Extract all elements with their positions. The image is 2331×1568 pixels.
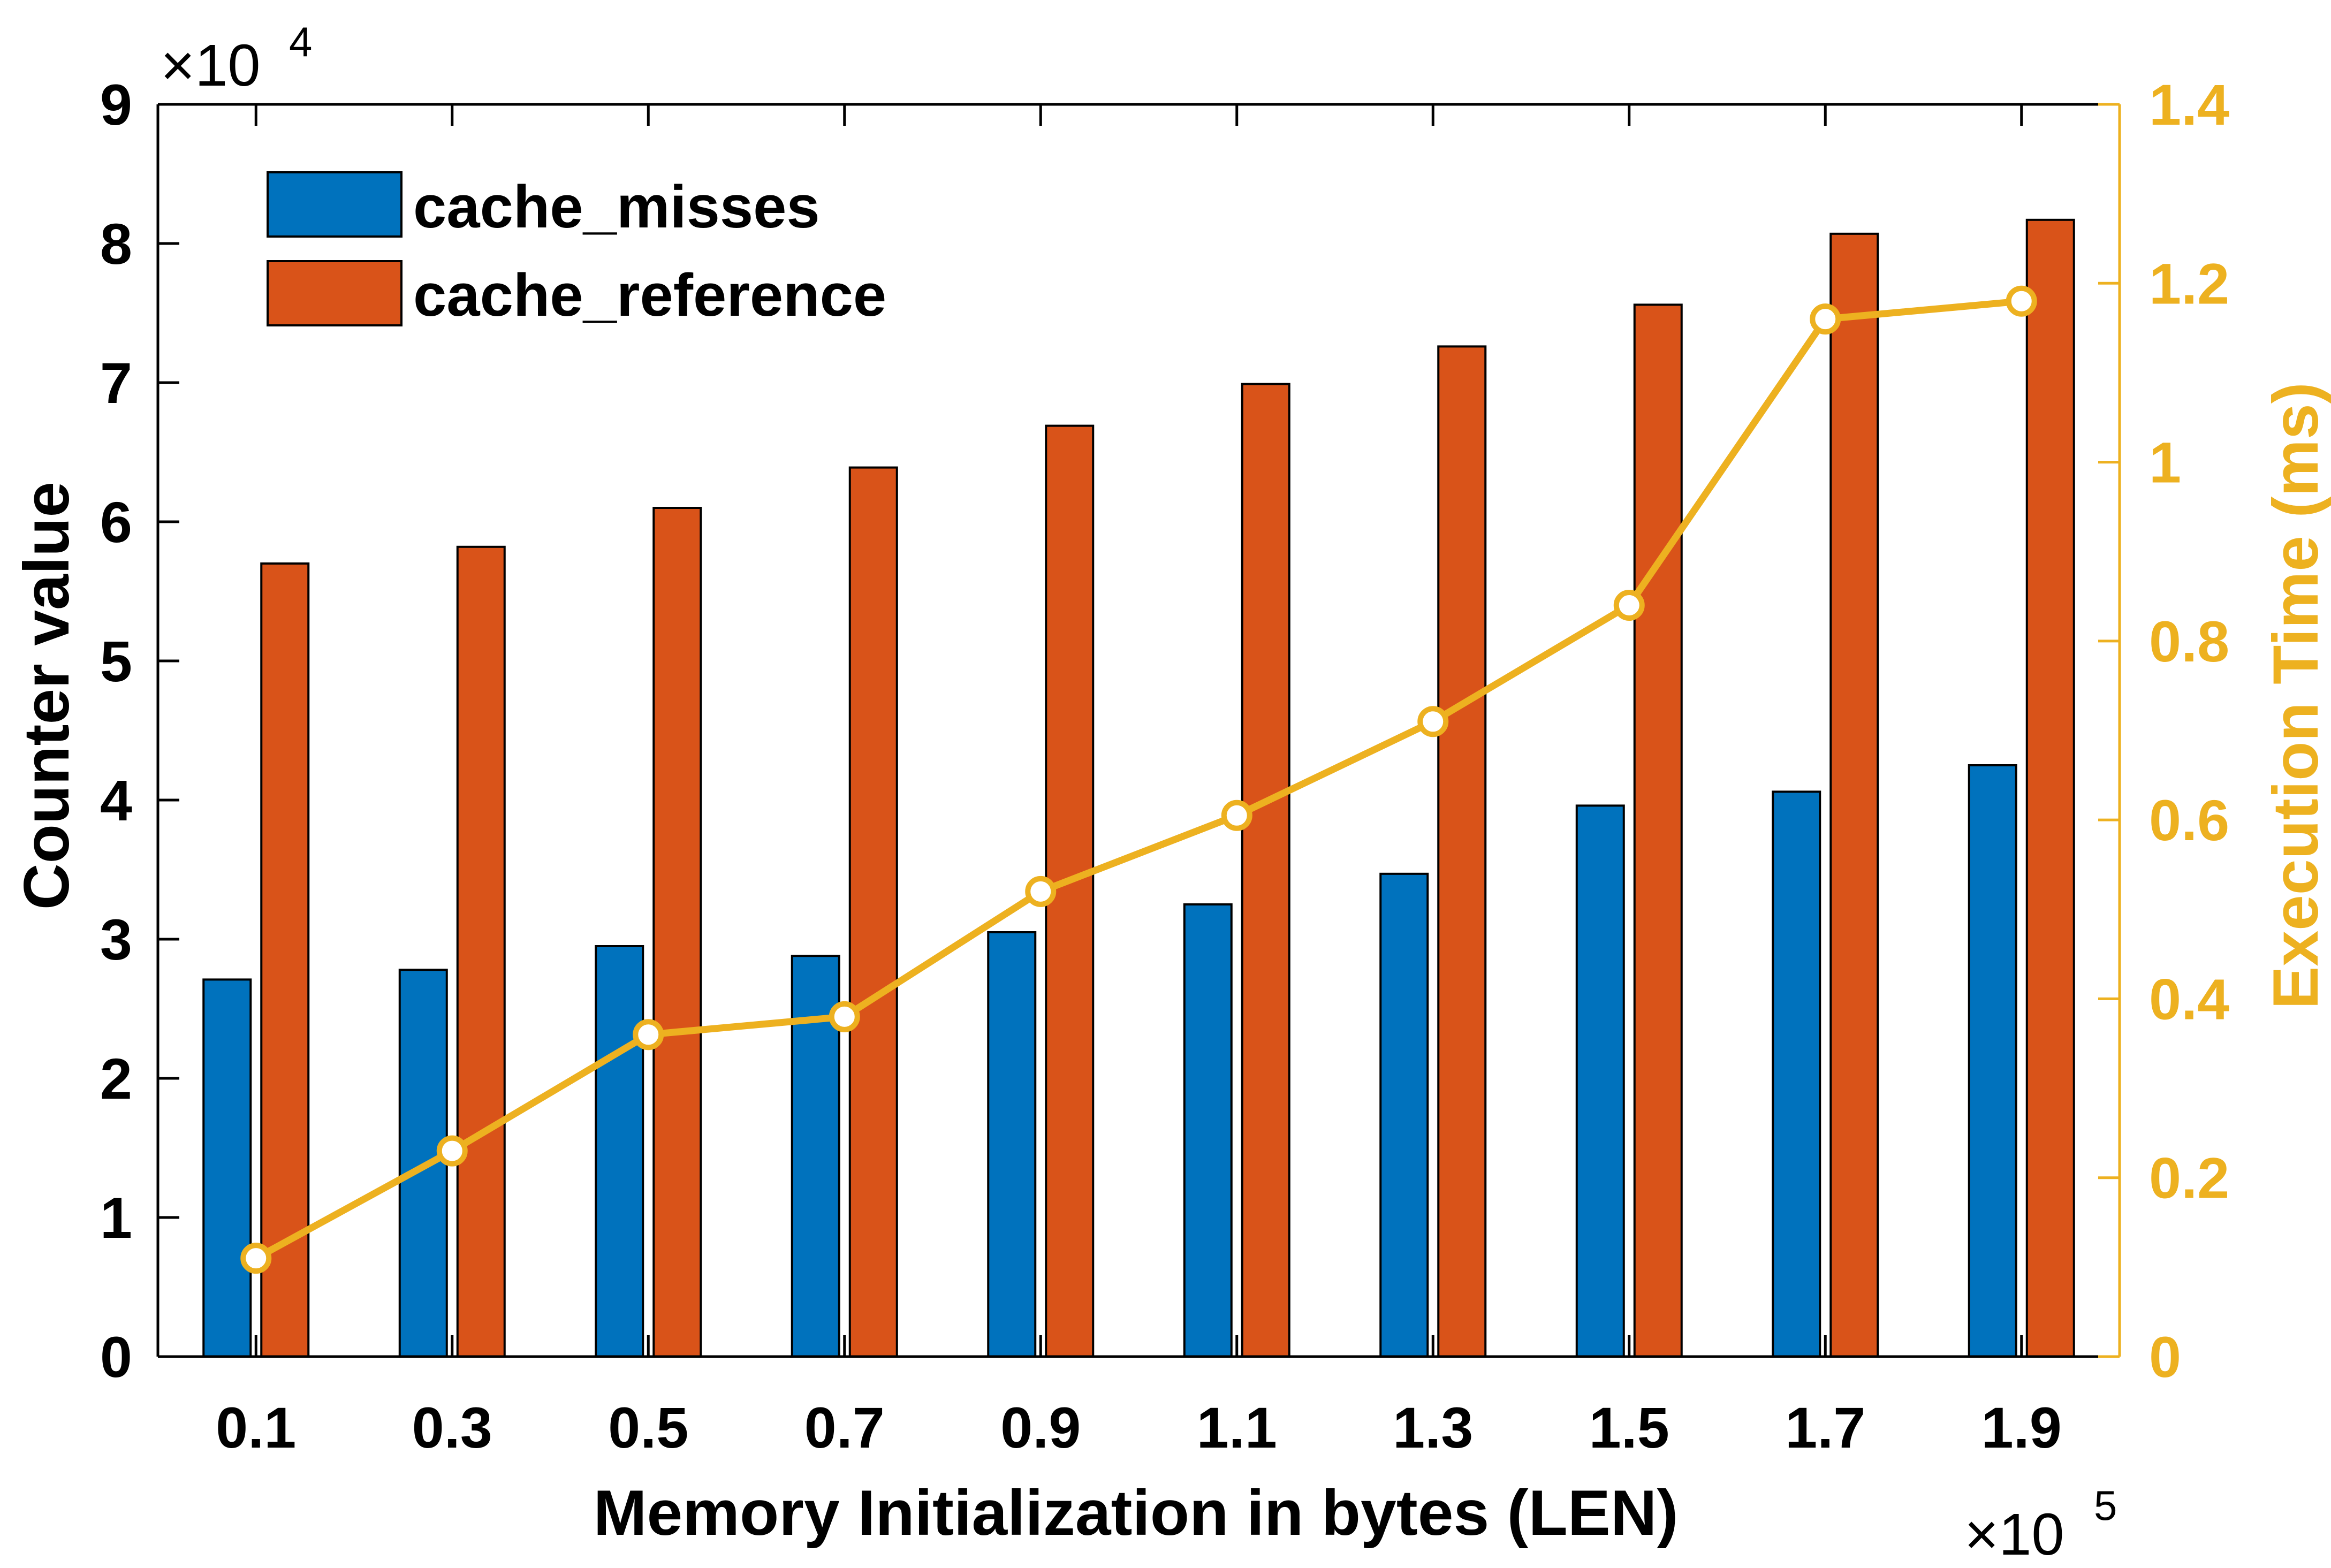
y-right-tick-label: 1.4 — [2149, 72, 2229, 137]
execution-time-point — [1613, 590, 1645, 621]
y-left-tick-label: 1 — [100, 1185, 132, 1250]
bar-cache-reference — [1241, 383, 1290, 1358]
bar-cache-misses — [595, 945, 644, 1358]
x-tick-label: 0.7 — [804, 1395, 885, 1460]
y-right-tick-label: 1.2 — [2149, 251, 2229, 316]
y-left-tick-label: 2 — [100, 1046, 132, 1111]
x-tick-label: 0.1 — [216, 1395, 296, 1460]
bar-cache-misses — [1575, 804, 1625, 1358]
y-left-exponent-base: 10 — [195, 33, 260, 98]
y-left-tick-label: 5 — [100, 629, 132, 694]
x-tick-label: 1.1 — [1197, 1395, 1277, 1460]
legend-swatch-cache-reference — [267, 260, 403, 326]
execution-time-point — [1417, 706, 1449, 737]
x-tick-label: 1.7 — [1785, 1395, 1865, 1460]
y-left-tick-label: 8 — [100, 211, 132, 276]
y-left-tick-label: 6 — [100, 490, 132, 554]
y-left-tick-label: 4 — [100, 768, 132, 833]
legend-swatch-cache-misses — [267, 171, 403, 238]
bar-cache-misses — [1968, 764, 2017, 1358]
x-tick-label: 1.9 — [1981, 1395, 2062, 1460]
x-tick-label: 1.3 — [1393, 1395, 1473, 1460]
execution-time-point — [1025, 876, 1057, 907]
x-exponent-prefix: × — [1964, 1502, 1999, 1567]
x-tick-label: 0.9 — [1000, 1395, 1081, 1460]
x-tick-label: 0.5 — [608, 1395, 688, 1460]
bar-cache-misses — [1772, 790, 1821, 1358]
execution-time-point — [436, 1135, 468, 1167]
y-left-tick-label: 0 — [100, 1325, 132, 1389]
y-right-tick-label: 0.4 — [2149, 966, 2229, 1031]
bar-cache-reference — [260, 562, 310, 1358]
y-axis-left-label: Counter value — [11, 482, 82, 910]
svg-text:×10: ×10 — [1964, 1502, 2064, 1567]
y-right-tick-label: 0.8 — [2149, 609, 2229, 674]
bar-cache-reference — [456, 545, 506, 1358]
execution-time-point — [1810, 303, 1841, 335]
y-left-tick-label: 9 — [100, 72, 132, 137]
bar-cache-misses — [202, 978, 252, 1358]
execution-time-point — [1221, 800, 1252, 831]
bar-cache-reference — [1633, 303, 1683, 1358]
bar-cache-reference — [1437, 345, 1487, 1358]
bar-cache-misses — [1183, 903, 1233, 1358]
execution-time-point — [633, 1019, 664, 1051]
y-right-tick-label: 0.6 — [2149, 788, 2229, 852]
y-right-tick-label: 0 — [2149, 1325, 2181, 1389]
x-exponent-power: 5 — [2094, 1482, 2117, 1529]
y-axis-right-label: Execution Time (ms) — [2260, 382, 2331, 1009]
bar-cache-reference — [848, 466, 898, 1358]
bar-cache-misses — [987, 931, 1037, 1358]
bar-cache-misses — [1379, 872, 1429, 1358]
y-left-exponent: ×10 4 — [161, 18, 312, 98]
y-right-tick-label: 0.2 — [2149, 1146, 2229, 1211]
execution-time-point — [2006, 285, 2037, 317]
x-tick-label: 0.3 — [412, 1395, 492, 1460]
y-left-exponent-prefix: × — [161, 33, 195, 98]
axes: 0 1 2 3 4 5 6 7 8 9 0 0.2 0.4 0.6 0.8 1 1.2 1.4 0.1 0.3 0.5 0… — [100, 72, 2229, 1460]
bars — [202, 218, 2075, 1358]
execution-time-point — [829, 1001, 860, 1032]
x-axis-label: Memory Initialization in bytes (LEN) — [594, 1477, 1679, 1549]
y-left-tick-label: 7 — [100, 351, 132, 415]
execution-time-polyline — [254, 298, 2022, 1261]
bar-cache-reference — [2025, 218, 2075, 1358]
x-tick-label: 1.5 — [1589, 1395, 1669, 1460]
svg-text:×10: ×10 — [161, 33, 261, 98]
legend: cache_misses cache_reference — [267, 171, 886, 329]
y-left-exponent-power: 4 — [289, 18, 312, 65]
y-left-tick-label: 3 — [100, 907, 132, 972]
x-exponent: ×10 5 — [1964, 1482, 2117, 1567]
x-exponent-base: 10 — [1999, 1502, 2064, 1567]
execution-time-line — [240, 285, 2037, 1274]
legend-label-cache-misses: cache_misses — [413, 173, 820, 240]
bar-cache-reference — [652, 507, 702, 1358]
bar-cache-reference — [1829, 232, 1879, 1358]
execution-time-point — [240, 1243, 272, 1274]
legend-label-cache-reference: cache_reference — [413, 262, 886, 329]
y-right-tick-label: 1 — [2149, 430, 2181, 495]
